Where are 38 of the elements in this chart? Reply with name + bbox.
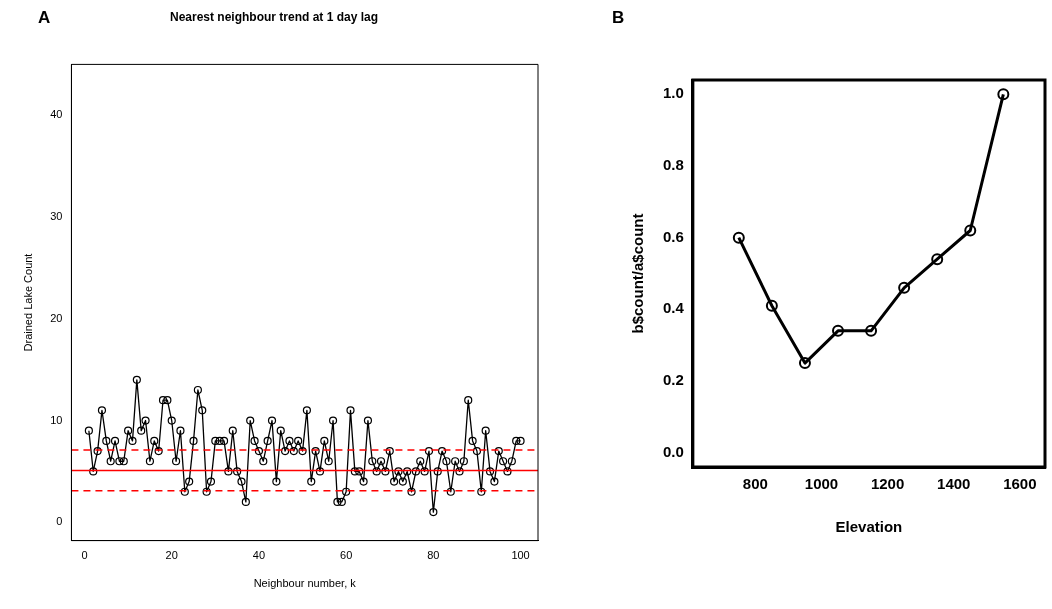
y-tick-label: 0	[56, 515, 63, 528]
point	[964, 224, 977, 237]
x-tick-label: 1000	[804, 475, 839, 493]
y-tick-label: 0.8	[662, 156, 684, 174]
x-tick-label: 1400	[937, 475, 971, 493]
point	[732, 231, 745, 244]
point	[765, 299, 778, 312]
y-tick-label: 20	[50, 311, 63, 324]
chart-title: Nearest neighbour trend at 1 day lag	[169, 9, 379, 24]
y-axis-title: Drained Lake Count	[21, 253, 34, 352]
y-tick-label: 1.0	[662, 84, 684, 102]
x-axis-title: Elevation	[835, 518, 903, 536]
y-tick-label: 10	[50, 413, 63, 426]
x-tick-label: 60	[340, 549, 353, 562]
point	[898, 281, 911, 294]
x-tick-label: 1600	[1003, 475, 1037, 493]
text: A	[38, 8, 51, 28]
point	[832, 324, 845, 337]
x-axis-title: Neighbour number, k	[253, 577, 357, 590]
point	[865, 324, 878, 337]
x-tick-label: 100	[511, 549, 530, 562]
x-tick-label: 0	[81, 549, 88, 562]
x-tick-label: 80	[427, 549, 440, 562]
point	[931, 253, 944, 266]
point	[798, 357, 811, 370]
x-tick-label: 800	[742, 475, 768, 493]
x-tick-label: 20	[165, 549, 178, 562]
x-tick-label: 40	[252, 549, 266, 562]
text: B	[612, 8, 625, 28]
y-axis-title: b$count/a$count	[629, 213, 647, 334]
y-tick-label: 30	[50, 210, 63, 223]
point	[997, 88, 1010, 101]
x-tick-label: 1200	[870, 475, 905, 493]
y-tick-label: 40	[50, 108, 63, 121]
y-tick-label: 0.2	[662, 371, 684, 389]
y-tick-label: 0.0	[662, 442, 684, 460]
y-tick-label: 0.6	[662, 227, 684, 245]
y-tick-label: 0.4	[662, 299, 685, 317]
